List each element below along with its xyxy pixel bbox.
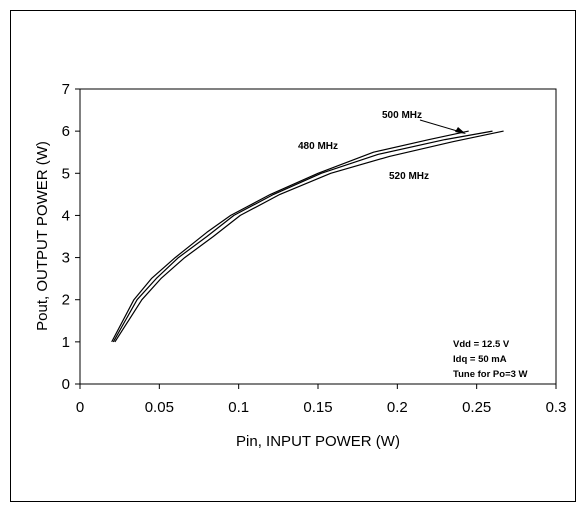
- x-axis-ticks: 0 0.05 0.1 0.15 0.2 0.25 0.3: [76, 384, 567, 416]
- y-axis-label: Pout, OUTPUT POWER (W): [34, 141, 51, 331]
- chart-frame: [10, 10, 576, 502]
- series-layer: [111, 130, 504, 343]
- x-tick-label: 0.15: [303, 399, 332, 416]
- y-tick-label: 7: [62, 81, 70, 98]
- condition-vdd: Vdd = 12.5 V: [453, 339, 510, 350]
- condition-idq: Idq = 50 mA: [453, 354, 507, 365]
- x-axis-label: Pin, INPUT POWER (W): [236, 433, 400, 450]
- y-tick-label: 6: [62, 123, 70, 140]
- label-500-mhz: 500 MHz: [382, 110, 422, 121]
- y-tick-label: 1: [62, 334, 70, 351]
- y-tick-label: 5: [62, 165, 70, 182]
- x-tick-label: 0.3: [546, 399, 567, 416]
- x-tick-label: 0.25: [462, 399, 491, 416]
- y-tick-label: 2: [62, 292, 70, 309]
- condition-tune: Tune for Po=3 W: [453, 369, 528, 380]
- label-520-mhz: 520 MHz: [389, 171, 429, 182]
- y-tick-label: 4: [62, 207, 70, 224]
- label-480-mhz: 480 MHz: [298, 141, 338, 152]
- y-tick-label: 3: [62, 250, 70, 267]
- series-line-480-mhz: [111, 130, 469, 343]
- label-500-mhz-arrowhead: [455, 127, 466, 134]
- x-tick-label: 0: [76, 399, 84, 416]
- x-tick-label: 0.1: [228, 399, 249, 416]
- series-line-520-mhz: [114, 130, 504, 343]
- series-line-500-mhz: [112, 130, 493, 343]
- x-tick-label: 0.2: [387, 399, 408, 416]
- y-tick-label: 0: [62, 376, 70, 393]
- y-axis-ticks: 0 1 2 3 4 5 6 7: [62, 81, 80, 393]
- x-tick-label: 0.05: [145, 399, 174, 416]
